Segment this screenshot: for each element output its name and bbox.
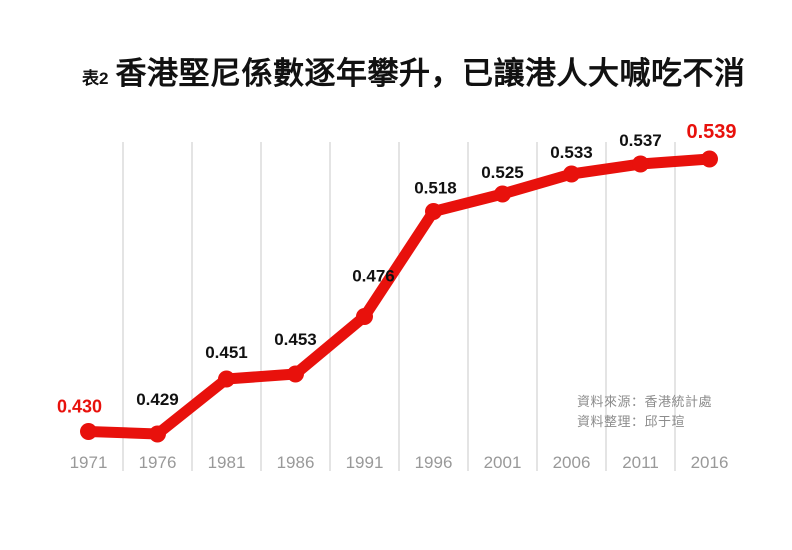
value-label: 0.476 [352, 267, 395, 286]
data-point-marker [701, 150, 718, 168]
x-tick-label: 1991 [346, 453, 384, 472]
data-point-marker [563, 165, 580, 183]
x-tick-label: 1996 [415, 453, 453, 472]
data-point-marker [218, 370, 235, 388]
x-tick-label: 1971 [70, 453, 108, 472]
data-point-marker [149, 425, 166, 443]
table-number-label: 表2 [82, 69, 109, 88]
data-point-marker [494, 185, 511, 203]
data-point-marker [80, 423, 97, 440]
source-line: 資料整理：邱于瑄 [577, 414, 686, 429]
source-line: 資料來源：香港統計處 [577, 394, 713, 409]
x-tick-label: 1976 [139, 453, 177, 472]
value-label: 0.539 [686, 121, 736, 143]
line-series [83, 153, 715, 440]
x-tick-label: 2001 [484, 453, 522, 472]
value-label: 0.430 [57, 397, 102, 417]
x-tick-label: 1986 [277, 453, 315, 472]
x-tick-label: 1981 [208, 453, 246, 472]
value-label: 0.537 [619, 131, 662, 150]
data-point-marker [356, 308, 373, 325]
x-tick-label: 2016 [691, 453, 729, 472]
chart-header: 表2 香港堅尼係數逐年攀升，已讓港人大喊吃不消 [82, 48, 745, 93]
value-label: 0.451 [205, 343, 248, 362]
value-label: 0.429 [136, 390, 179, 409]
data-point-marker [632, 155, 649, 173]
data-point-marker [287, 365, 304, 383]
value-label: 0.518 [414, 179, 457, 198]
value-label: 0.453 [274, 330, 317, 349]
value-label: 0.525 [481, 163, 524, 182]
x-tick-label: 2006 [553, 453, 591, 472]
data-point-marker [425, 203, 442, 220]
value-label: 0.533 [550, 143, 593, 162]
x-tick-label: 2011 [622, 453, 659, 472]
data-source-note: 資料來源：香港統計處 資料整理：邱于瑄 [577, 392, 712, 432]
chart-title: 香港堅尼係數逐年攀升，已讓港人大喊吃不消 [115, 56, 746, 91]
